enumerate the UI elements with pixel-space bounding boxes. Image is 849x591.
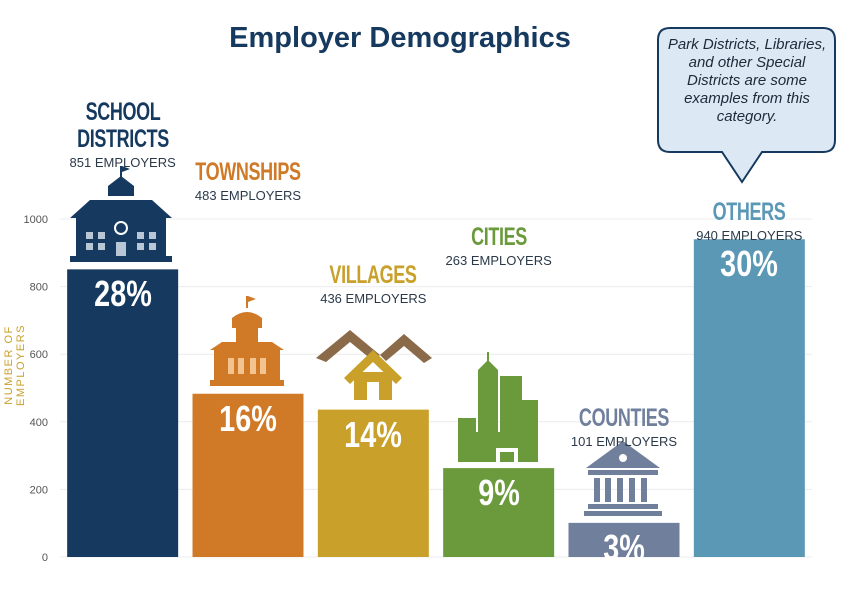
y-tick-label: 600 [30, 349, 48, 361]
percent-label: 14% [344, 413, 403, 455]
value-label: 436 EMPLOYERS [320, 290, 427, 306]
category-label: SCHOOL DISTRICTS [76, 98, 169, 154]
bars [67, 239, 805, 557]
bar [192, 393, 304, 557]
county-icon [584, 441, 662, 516]
township-icon [210, 296, 284, 386]
percent-label: 9% [477, 472, 520, 514]
village-icon [316, 330, 432, 400]
bar [443, 468, 555, 557]
percent-label: 30% [720, 243, 779, 285]
y-tick-label: 200 [30, 484, 48, 496]
percent-label: 28% [93, 273, 152, 315]
bar [317, 409, 429, 557]
category-label: CITIES [470, 223, 527, 252]
percent-label: 16% [219, 397, 277, 439]
callout-box [657, 27, 836, 184]
value-label: 263 EMPLOYERS [445, 253, 552, 269]
y-tick-label: 400 [30, 417, 48, 429]
bar [67, 269, 179, 557]
category-label: OTHERS [712, 198, 786, 227]
category-label: TOWNSHIPS [195, 157, 301, 186]
y-tick-label: 0 [42, 552, 48, 564]
bar [693, 239, 805, 557]
value-label: 101 EMPLOYERS [570, 433, 678, 449]
value-label: 940 EMPLOYERS [696, 228, 803, 244]
category-label: VILLAGES [329, 260, 417, 289]
y-axis-label: NUMBER OF EMPLOYERS [3, 324, 27, 406]
school-icon [70, 166, 172, 262]
y-tick-label: 800 [30, 282, 48, 294]
value-label: 851 EMPLOYERS [69, 155, 176, 171]
y-tick-label: 1000 [24, 214, 48, 226]
value-label: 483 EMPLOYERS [194, 187, 302, 203]
category-label: COUNTIES [578, 403, 670, 432]
grid [60, 218, 812, 558]
chart-title: Employer Demographics [229, 22, 571, 54]
percent-label: 3% [603, 526, 645, 568]
city-icon [458, 352, 538, 462]
annotation: Park Districts, Libraries, and other Spe… [667, 36, 827, 125]
bar [568, 522, 680, 557]
